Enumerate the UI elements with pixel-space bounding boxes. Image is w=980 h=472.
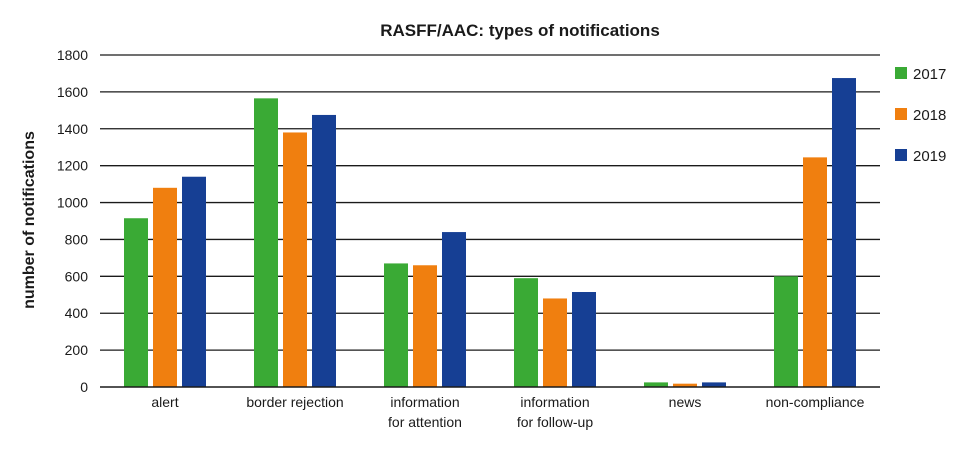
- legend-swatch: [895, 108, 907, 120]
- x-tick-label: non-compliance: [766, 394, 865, 410]
- x-tick-label: alert: [151, 394, 178, 410]
- legend-swatch: [895, 67, 907, 79]
- y-tick-label: 200: [65, 342, 89, 358]
- y-tick-label: 1200: [57, 158, 88, 174]
- y-axis-label: number of notifications: [21, 131, 38, 309]
- y-tick-label: 1000: [57, 195, 88, 211]
- y-tick-label: 1400: [57, 121, 88, 137]
- bar-2019: [182, 176, 206, 387]
- x-tick-label: information for follow-up: [517, 394, 593, 430]
- legend-label: 2018: [913, 107, 946, 124]
- bar-2018: [153, 187, 177, 387]
- bar-2017: [124, 218, 148, 387]
- x-tick-label: information for attention: [388, 394, 462, 430]
- bar-2019: [572, 292, 596, 387]
- y-tick-label: 400: [65, 305, 89, 321]
- bar-2018: [543, 298, 567, 387]
- y-tick-label: 800: [65, 231, 89, 247]
- bar-2018: [413, 265, 437, 387]
- bar-2019: [442, 232, 466, 387]
- y-tick-label: 1800: [57, 47, 88, 63]
- bars: [124, 78, 856, 388]
- bar-2018: [283, 132, 307, 387]
- legend-label: 2019: [913, 148, 946, 165]
- y-tick-label: 0: [80, 379, 88, 395]
- axes: 0 200 400 600 800 1000 1200 1400 1600 1800 alert bo…: [57, 47, 880, 430]
- y-tick-label: 600: [65, 268, 89, 284]
- y-tick-label: 1600: [57, 84, 88, 100]
- legend: 2017 2018 2019: [895, 66, 946, 165]
- bar-2019: [702, 382, 726, 387]
- bar-2017: [254, 98, 278, 387]
- legend-label: 2017: [913, 66, 946, 83]
- bar-2018: [673, 383, 697, 387]
- bar-2017: [644, 382, 668, 387]
- bar-2018: [803, 157, 827, 387]
- bar-2017: [514, 278, 538, 387]
- x-tick-label: news: [669, 394, 702, 410]
- bar-2019: [832, 78, 856, 388]
- chart-title: RASFF/AAC: types of notifications: [380, 21, 660, 40]
- bar-2017: [774, 276, 798, 387]
- x-tick-label: border rejection: [246, 394, 343, 410]
- legend-swatch: [895, 149, 907, 161]
- gridlines: [100, 54, 880, 351]
- bar-2019: [312, 114, 336, 387]
- bar-2017: [384, 263, 408, 387]
